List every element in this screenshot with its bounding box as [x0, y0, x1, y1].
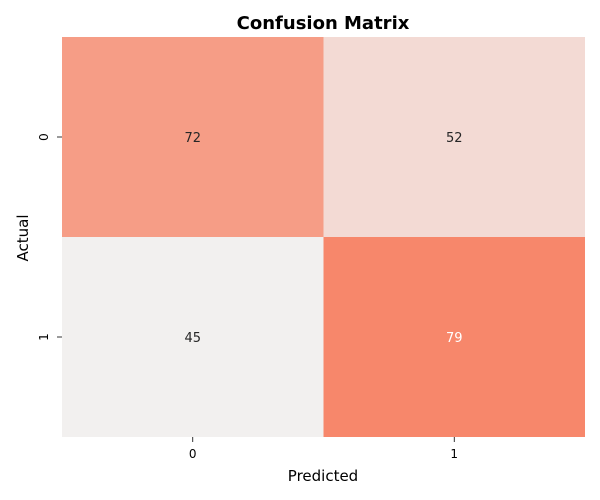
heatmap-cells [62, 37, 585, 437]
y-tick-label-0: 0 [37, 133, 51, 141]
cell-value-0-0: 72 [184, 131, 201, 146]
x-axis-label: Predicted [288, 467, 358, 485]
y-axis-label: Actual [14, 215, 32, 262]
y-axis-ticks: 01 [37, 133, 62, 341]
heatmap-cell-1-1 [323, 237, 585, 437]
cell-value-1-0: 45 [184, 331, 201, 346]
chart-title: Confusion Matrix [237, 13, 410, 34]
heatmap-cell-0-1 [323, 37, 585, 237]
y-tick-label-1: 1 [37, 333, 51, 341]
cell-value-1-1: 79 [446, 331, 463, 346]
cell-value-0-1: 52 [446, 131, 463, 146]
x-tick-label-0: 0 [189, 447, 197, 461]
heatmap-cell-labels: 72 52 45 79 [184, 131, 462, 346]
heatmap-cell-1-0 [62, 237, 324, 437]
heatmap-cell-0-0 [62, 37, 324, 237]
x-tick-label-1: 1 [450, 447, 458, 461]
